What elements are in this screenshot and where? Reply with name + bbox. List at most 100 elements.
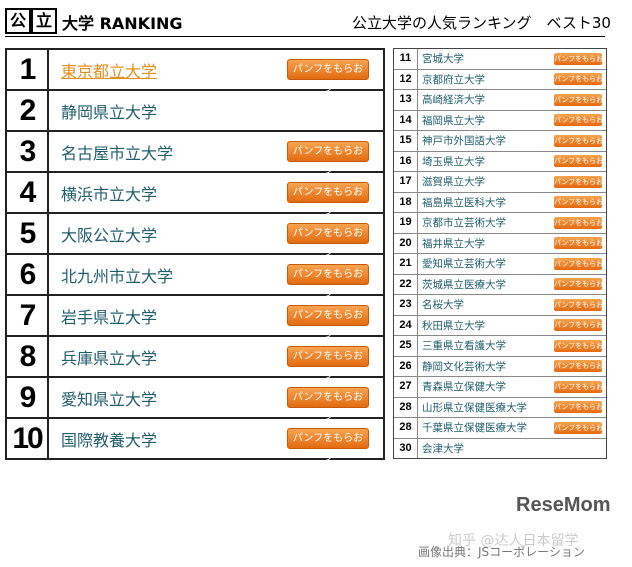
- pamphlet-button[interactable]: パンフをもらおう: [554, 52, 602, 65]
- ranking-row: 20 福井県立大学 パンフをもらおう: [394, 233, 606, 254]
- rank: 11: [394, 49, 418, 69]
- university-name[interactable]: 静岡県立大学: [61, 102, 158, 122]
- ranking-row: 2 静岡県立大学: [7, 91, 383, 132]
- ranking-row: 19 京都市立芸術大学 パンフをもらおう: [394, 213, 606, 234]
- ranking-row: 14 福岡県立大学 パンフをもらおう: [394, 110, 606, 131]
- pamphlet-button[interactable]: パンフをもらおう: [554, 401, 602, 414]
- rank: 10: [7, 419, 49, 458]
- pamphlet-button[interactable]: パンフをもらおう: [554, 93, 602, 106]
- university-name[interactable]: 名古屋市立大学: [61, 143, 174, 163]
- ranking-row: 11 宮城大学 パンフをもらおう: [394, 49, 606, 70]
- pamphlet-button[interactable]: パンフをもらおう: [287, 428, 369, 463]
- rank: 28: [394, 397, 418, 417]
- header-label: 大学 RANKING: [62, 14, 183, 33]
- rank: 7: [7, 296, 49, 335]
- university-name[interactable]: 東京都立大学: [61, 61, 158, 81]
- rank: 18: [394, 192, 418, 212]
- university-name: 高崎経済大学: [422, 94, 485, 107]
- watermark: 知乎 @达人日本留学: [448, 533, 579, 549]
- rank: 14: [394, 110, 418, 130]
- pamphlet-button[interactable]: パンフをもらおう: [287, 264, 369, 299]
- pamphlet-button[interactable]: パンフをもらおう: [554, 257, 602, 270]
- rank: 24: [394, 315, 418, 335]
- rank: 1: [7, 50, 49, 89]
- university-name: 名桜大学: [422, 299, 464, 312]
- pamphlet-button[interactable]: パンフをもらおう: [554, 134, 602, 147]
- brand: ReseMom: [516, 494, 611, 516]
- pamphlet-button[interactable]: パンフをもらおう: [554, 360, 602, 373]
- rank: 26: [394, 356, 418, 376]
- rank: 27: [394, 377, 418, 397]
- pamphlet-button[interactable]: パンフをもらおう: [554, 380, 602, 393]
- university-name: 京都府立大学: [422, 73, 485, 86]
- ranking-row: 21 愛知県立芸術大学 パンフをもらおう: [394, 254, 606, 275]
- pamphlet-button[interactable]: パンフをもらおう: [554, 237, 602, 250]
- ranking-row: 24 秋田県立大学 パンフをもらおう: [394, 315, 606, 336]
- ranking-row: 25 三重県立看護大学 パンフをもらおう: [394, 336, 606, 357]
- university-name[interactable]: 国際教養大学: [61, 430, 158, 450]
- ranking-row: 6 北九州市立大学 パンフをもらおう: [7, 255, 383, 299]
- ranking-row: 23 名桜大学 パンフをもらおう: [394, 295, 606, 316]
- rank: 23: [394, 295, 418, 315]
- pamphlet-button[interactable]: パンフをもらおう: [287, 59, 369, 94]
- university-name: 青森県立保健大学: [422, 381, 506, 394]
- pamphlet-button[interactable]: パンフをもらおう: [554, 196, 602, 209]
- pamphlet-button[interactable]: パンフをもらおう: [287, 141, 369, 176]
- university-name[interactable]: 大阪公立大学: [61, 225, 158, 245]
- rank: 17: [394, 172, 418, 192]
- divider: [5, 36, 605, 37]
- ranking-row: 16 埼玉県立大学 パンフをもらおう: [394, 151, 606, 172]
- university-name[interactable]: 兵庫県立大学: [61, 348, 158, 368]
- university-name: 会津大学: [422, 442, 464, 455]
- ranking-row: 1 東京都立大学 パンフをもらおう: [7, 50, 383, 94]
- university-name[interactable]: 岩手県立大学: [61, 307, 158, 327]
- university-name: 福井県立大学: [422, 237, 485, 250]
- rank-table: 11宮城大学パンフをもらおう12京都府立大学パンフをもらおう13高崎経済大学パン…: [393, 48, 607, 459]
- pamphlet-button[interactable]: パンフをもらおう: [554, 155, 602, 168]
- university-name: 三重県立看護大学: [422, 340, 506, 353]
- ranking-row: 17 滋賀県立大学 パンフをもらおう: [394, 172, 606, 193]
- rank: 22: [394, 274, 418, 294]
- pamphlet-button[interactable]: パンフをもらおう: [554, 73, 602, 86]
- rank: 4: [7, 173, 49, 212]
- pamphlet-button[interactable]: パンフをもらおう: [554, 278, 602, 291]
- pamphlet-button[interactable]: パンフをもらおう: [554, 216, 602, 229]
- rank: 3: [7, 132, 49, 171]
- rank: 8: [7, 337, 49, 376]
- university-name: 京都市立芸術大学: [422, 217, 506, 230]
- ranking-row: 22 茨城県立医療大学 パンフをもらおう: [394, 274, 606, 295]
- pamphlet-button[interactable]: パンフをもらおう: [287, 223, 369, 258]
- pamphlet-button[interactable]: パンフをもらおう: [554, 175, 602, 188]
- pamphlet-button[interactable]: パンフをもらおう: [287, 182, 369, 217]
- ranking-row: 10 国際教養大学 パンフをもらおう: [7, 419, 383, 463]
- university-name: 千葉県立保健医療大学: [422, 422, 527, 435]
- pamphlet-button[interactable]: パンフをもらおう: [554, 114, 602, 127]
- ranking-row: 15 神戸市外国語大学 パンフをもらおう: [394, 131, 606, 152]
- university-name: 茨城県立医療大学: [422, 278, 506, 291]
- ranking-row: 26 静岡文化芸術大学 パンフをもらおう: [394, 356, 606, 377]
- rank: 25: [394, 336, 418, 356]
- top-ten-table: 1 東京都立大学 パンフをもらおう 2 静岡県立大学 3 名古屋市立大学 パンフをもらおう 4 横…: [5, 48, 385, 463]
- ranking-row: 12 京都府立大学 パンフをもらおう: [394, 69, 606, 90]
- pamphlet-button[interactable]: パンフをもらおう: [287, 387, 369, 422]
- ranking-row: 18 福島県立医科大学 パンフをもらおう: [394, 192, 606, 213]
- ranking-row: 8 兵庫県立大学 パンフをもらおう: [7, 337, 383, 381]
- rank: 20: [394, 233, 418, 253]
- rank: 2: [7, 91, 49, 130]
- rank: 21: [394, 254, 418, 274]
- pamphlet-button[interactable]: パンフをもらおう: [287, 305, 369, 340]
- university-name[interactable]: 愛知県立大学: [61, 389, 158, 409]
- university-name: 愛知県立芸術大学: [422, 258, 506, 271]
- rank: 16: [394, 151, 418, 171]
- pamphlet-button[interactable]: パンフをもらおう: [554, 298, 602, 311]
- ranking-row: 4 横浜市立大学 パンフをもらおう: [7, 173, 383, 217]
- rank: 6: [7, 255, 49, 294]
- pamphlet-button[interactable]: パンフをもらおう: [554, 319, 602, 332]
- university-name[interactable]: 横浜市立大学: [61, 184, 158, 204]
- pamphlet-button[interactable]: パンフをもらおう: [287, 346, 369, 381]
- pamphlet-button[interactable]: パンフをもらおう: [554, 421, 602, 434]
- ranking-row: 27 青森県立保健大学 パンフをもらおう: [394, 377, 606, 398]
- university-name[interactable]: 北九州市立大学: [61, 266, 174, 286]
- pamphlet-button[interactable]: パンフをもらおう: [554, 339, 602, 352]
